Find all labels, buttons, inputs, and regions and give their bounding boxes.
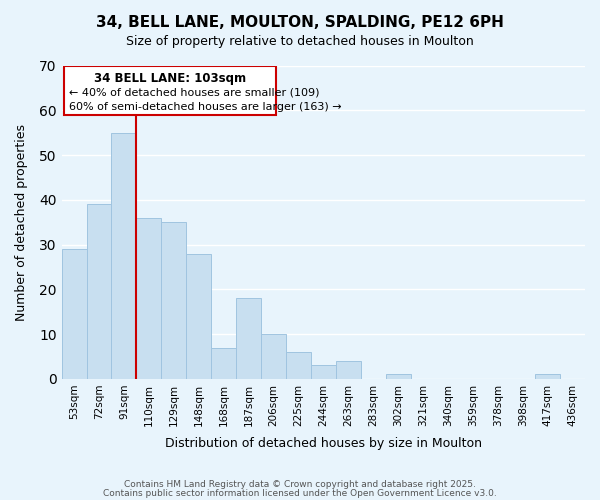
- Bar: [136, 218, 161, 379]
- Y-axis label: Number of detached properties: Number of detached properties: [15, 124, 28, 320]
- Bar: [261, 334, 286, 379]
- Text: Size of property relative to detached houses in Moulton: Size of property relative to detached ho…: [126, 35, 474, 48]
- Bar: [86, 204, 112, 379]
- Bar: [186, 254, 211, 379]
- Text: 34 BELL LANE: 103sqm: 34 BELL LANE: 103sqm: [94, 72, 246, 85]
- Bar: [161, 222, 186, 379]
- Text: ← 40% of detached houses are smaller (109): ← 40% of detached houses are smaller (10…: [69, 88, 320, 98]
- Bar: [336, 361, 361, 379]
- Bar: [112, 132, 136, 379]
- Bar: [311, 366, 336, 379]
- Bar: [62, 249, 86, 379]
- X-axis label: Distribution of detached houses by size in Moulton: Distribution of detached houses by size …: [165, 437, 482, 450]
- Text: Contains HM Land Registry data © Crown copyright and database right 2025.: Contains HM Land Registry data © Crown c…: [124, 480, 476, 489]
- Bar: [535, 374, 560, 379]
- Text: 34, BELL LANE, MOULTON, SPALDING, PE12 6PH: 34, BELL LANE, MOULTON, SPALDING, PE12 6…: [96, 15, 504, 30]
- Bar: [386, 374, 410, 379]
- Bar: [211, 348, 236, 379]
- Text: 60% of semi-detached houses are larger (163) →: 60% of semi-detached houses are larger (…: [69, 102, 341, 112]
- Bar: [286, 352, 311, 379]
- Bar: [236, 298, 261, 379]
- Text: Contains public sector information licensed under the Open Government Licence v3: Contains public sector information licen…: [103, 488, 497, 498]
- FancyBboxPatch shape: [64, 66, 276, 114]
